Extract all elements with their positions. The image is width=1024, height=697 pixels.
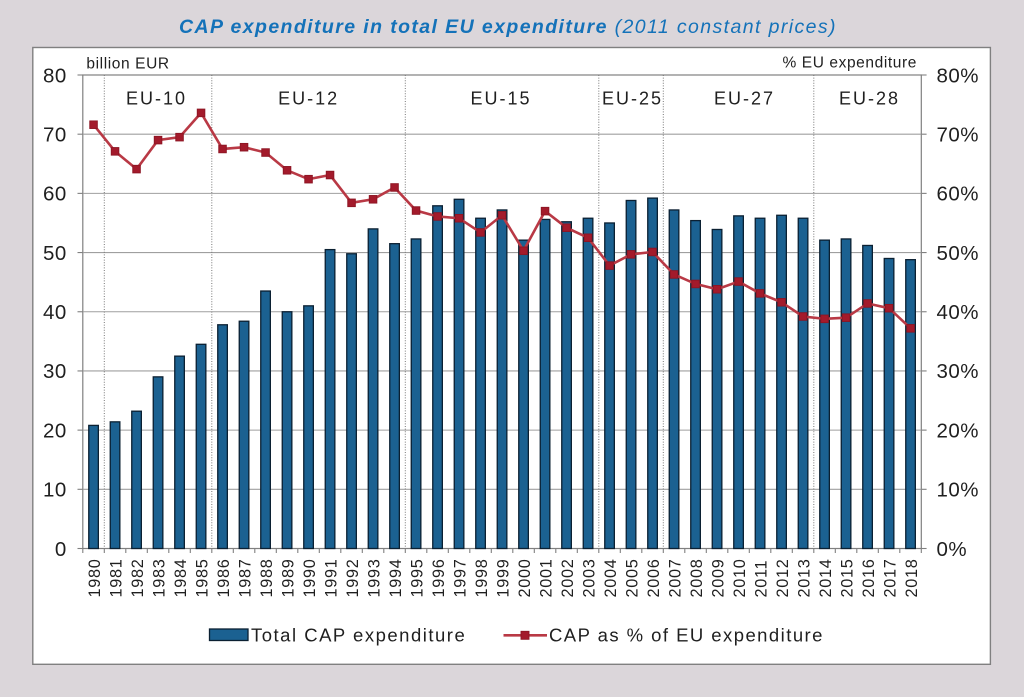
svg-text:10%: 10% [937, 479, 980, 502]
svg-text:2002: 2002 [559, 558, 577, 597]
svg-text:1992: 1992 [344, 558, 362, 597]
svg-text:0%: 0% [937, 538, 968, 561]
svg-text:60: 60 [43, 183, 67, 206]
svg-text:2003: 2003 [580, 558, 598, 597]
svg-text:2013: 2013 [795, 558, 813, 597]
svg-text:20%: 20% [937, 419, 980, 442]
svg-text:80: 80 [43, 64, 67, 87]
svg-text:80%: 80% [937, 64, 980, 87]
svg-text:2017: 2017 [881, 558, 899, 597]
svg-text:1986: 1986 [215, 558, 233, 597]
svg-text:1987: 1987 [236, 558, 254, 597]
svg-text:2004: 2004 [602, 558, 620, 597]
svg-text:40: 40 [43, 301, 67, 324]
svg-text:EU-10: EU-10 [126, 89, 187, 109]
svg-text:0: 0 [55, 538, 67, 561]
svg-text:2011: 2011 [752, 560, 770, 598]
svg-text:2008: 2008 [688, 558, 706, 597]
svg-text:billion EUR: billion EUR [86, 56, 169, 73]
svg-text:% EU expenditure: % EU expenditure [782, 55, 917, 72]
svg-text:2005: 2005 [623, 558, 641, 597]
svg-text:70: 70 [43, 124, 67, 147]
svg-text:CAP as % of EU expenditure: CAP as % of EU expenditure [549, 625, 824, 646]
svg-text:1984: 1984 [172, 558, 190, 597]
svg-text:CAP expenditure in total EU ex: CAP expenditure in total EU expenditure … [179, 16, 837, 38]
svg-text:1989: 1989 [279, 558, 297, 597]
svg-text:1995: 1995 [408, 558, 426, 597]
svg-text:1991: 1991 [322, 558, 340, 597]
svg-text:30: 30 [43, 360, 67, 383]
svg-text:2012: 2012 [774, 558, 792, 597]
svg-text:1996: 1996 [430, 558, 448, 597]
svg-text:1994: 1994 [387, 558, 405, 597]
svg-text:1993: 1993 [365, 558, 383, 597]
svg-text:1981: 1981 [107, 558, 125, 597]
svg-text:1997: 1997 [451, 558, 469, 597]
svg-text:70%: 70% [937, 124, 980, 147]
svg-text:EU-15: EU-15 [470, 89, 531, 109]
svg-text:2007: 2007 [666, 558, 684, 597]
svg-text:EU-25: EU-25 [602, 89, 663, 109]
svg-text:2010: 2010 [731, 558, 749, 597]
svg-text:2006: 2006 [645, 558, 663, 597]
svg-text:2018: 2018 [903, 558, 921, 597]
svg-text:EU-12: EU-12 [278, 89, 339, 109]
svg-text:2000: 2000 [516, 558, 534, 597]
svg-text:EU-28: EU-28 [839, 89, 900, 109]
svg-text:50: 50 [43, 242, 67, 265]
svg-text:60%: 60% [937, 183, 980, 206]
svg-text:2014: 2014 [817, 558, 835, 597]
svg-text:40%: 40% [937, 301, 980, 324]
svg-text:1998: 1998 [473, 558, 491, 597]
svg-text:1985: 1985 [193, 558, 211, 597]
svg-text:1990: 1990 [301, 558, 319, 597]
svg-text:Total CAP expenditure: Total CAP expenditure [251, 625, 466, 646]
svg-text:10: 10 [43, 479, 67, 502]
svg-text:30%: 30% [937, 360, 980, 383]
svg-text:1983: 1983 [150, 558, 168, 597]
svg-text:1980: 1980 [86, 558, 104, 597]
svg-text:1999: 1999 [494, 558, 512, 597]
svg-text:20: 20 [43, 419, 67, 442]
svg-text:2016: 2016 [860, 558, 878, 597]
svg-text:1988: 1988 [258, 558, 276, 597]
svg-text:2015: 2015 [838, 558, 856, 597]
svg-text:50%: 50% [937, 242, 980, 265]
svg-text:2009: 2009 [709, 558, 727, 597]
svg-text:2001: 2001 [537, 558, 555, 597]
svg-text:EU-27: EU-27 [714, 89, 775, 109]
svg-text:1982: 1982 [129, 558, 147, 597]
